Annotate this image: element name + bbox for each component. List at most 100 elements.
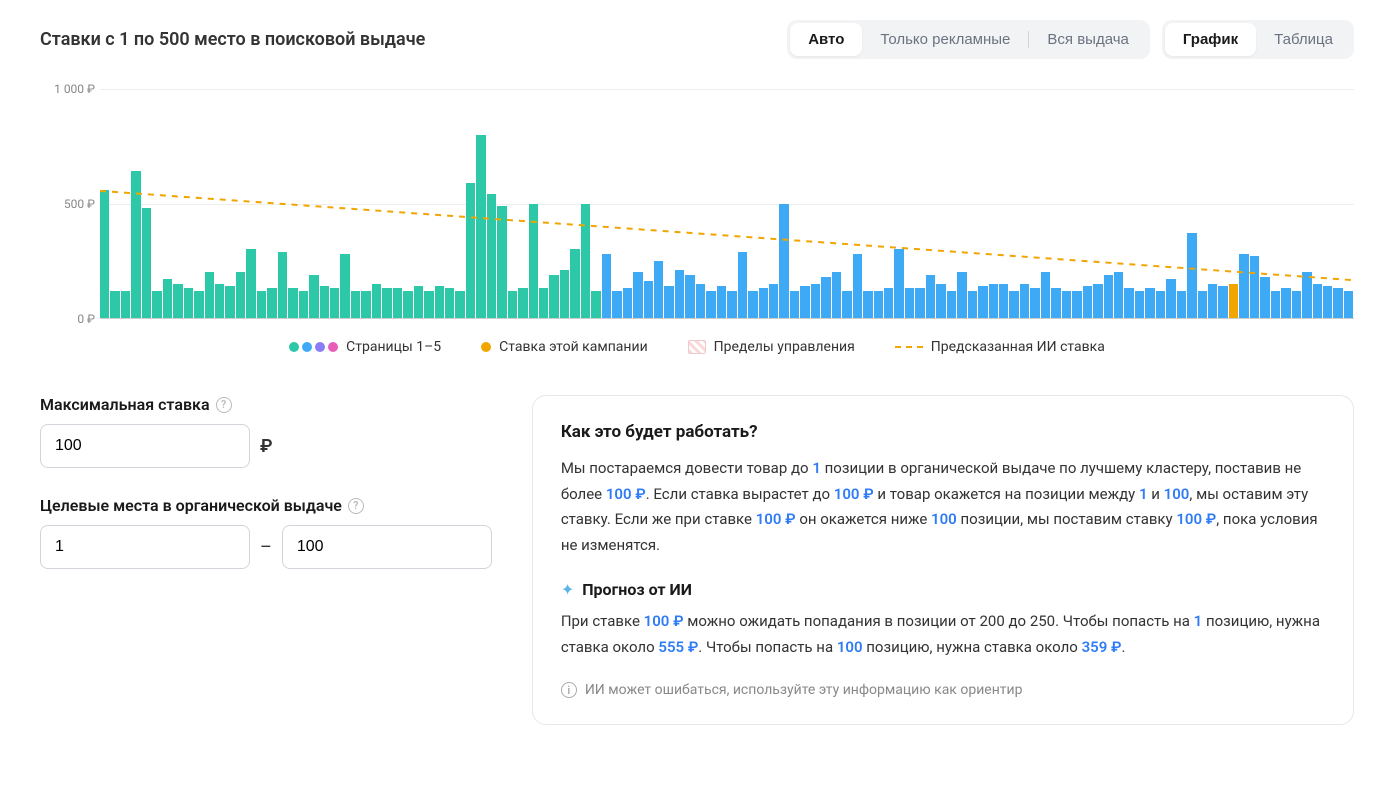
chart-bar[interactable] (947, 291, 956, 318)
chart-bar[interactable] (288, 288, 297, 318)
chart-bar[interactable] (225, 286, 234, 318)
help-icon[interactable]: ? (216, 397, 232, 413)
chart-bar[interactable] (811, 284, 820, 318)
chart-bar[interactable] (184, 288, 193, 318)
chart-bar[interactable] (675, 270, 684, 318)
chart-bar[interactable] (1229, 284, 1238, 318)
chart-bar[interactable] (361, 291, 370, 318)
chart-bar[interactable] (278, 252, 287, 318)
chart-bar[interactable] (570, 249, 579, 318)
chart-bar[interactable] (936, 284, 945, 318)
chart-bar[interactable] (779, 204, 788, 319)
chart-bar[interactable] (769, 284, 778, 318)
chart-bar[interactable] (393, 288, 402, 318)
chart-bar[interactable] (1051, 288, 1060, 318)
chart-bar[interactable] (215, 284, 224, 318)
chart-bar[interactable] (529, 204, 538, 319)
view-toggle-option-1[interactable]: Таблица (1256, 23, 1351, 56)
chart-bar[interactable] (435, 286, 444, 318)
chart-bar[interactable] (1218, 286, 1227, 318)
chart-bar[interactable] (508, 291, 517, 318)
chart-bar[interactable] (1030, 288, 1039, 318)
chart-bar[interactable] (1302, 272, 1311, 318)
chart-bar[interactable] (414, 286, 423, 318)
chart-bar[interactable] (330, 288, 339, 318)
max-bid-input[interactable] (40, 424, 250, 468)
chart-bar[interactable] (999, 284, 1008, 318)
chart-bar[interactable] (549, 275, 558, 319)
chart-bar[interactable] (1083, 286, 1092, 318)
chart-bar[interactable] (1281, 288, 1290, 318)
chart-bar[interactable] (194, 291, 203, 318)
chart-bar[interactable] (957, 272, 966, 318)
chart-bar[interactable] (455, 291, 464, 318)
chart-bar[interactable] (633, 272, 642, 318)
chart-bar[interactable] (173, 284, 182, 318)
help-icon[interactable]: ? (348, 498, 364, 514)
chart-bar[interactable] (968, 291, 977, 318)
chart-bar[interactable] (497, 206, 506, 318)
chart-bar[interactable] (267, 288, 276, 318)
filter-toggle-option-1[interactable]: Только рекламные (862, 23, 1028, 56)
chart-bar[interactable] (539, 288, 548, 318)
chart-bar[interactable] (205, 272, 214, 318)
view-toggle-option-0[interactable]: График (1165, 23, 1256, 56)
chart-bar[interactable] (654, 261, 663, 318)
chart-bar[interactable] (1135, 291, 1144, 318)
chart-bar[interactable] (1260, 277, 1269, 318)
chart-bar[interactable] (800, 286, 809, 318)
chart-bar[interactable] (1187, 233, 1196, 318)
chart-bar[interactable] (612, 291, 621, 318)
filter-toggle-option-2[interactable]: Вся выдача (1029, 23, 1146, 56)
chart-bar[interactable] (1145, 288, 1154, 318)
chart-bar[interactable] (790, 291, 799, 318)
chart-bar[interactable] (1239, 254, 1248, 318)
target-from-input[interactable] (40, 525, 250, 569)
chart-bar[interactable] (591, 291, 600, 318)
chart-bar[interactable] (466, 183, 475, 318)
chart-bar[interactable] (110, 291, 119, 318)
chart-bar[interactable] (560, 270, 569, 318)
chart-bar[interactable] (246, 249, 255, 318)
target-to-input[interactable] (282, 525, 492, 569)
chart-bar[interactable] (581, 204, 590, 319)
chart-bar[interactable] (131, 171, 140, 318)
chart-bar[interactable] (1166, 279, 1175, 318)
chart-bar[interactable] (121, 291, 130, 318)
chart-bar[interactable] (1041, 272, 1050, 318)
chart-bar[interactable] (445, 288, 454, 318)
chart-bar[interactable] (905, 288, 914, 318)
chart-bar[interactable] (832, 272, 841, 318)
chart-bar[interactable] (518, 288, 527, 318)
chart-bar[interactable] (1156, 291, 1165, 318)
chart-bar[interactable] (476, 135, 485, 318)
chart-bar[interactable] (382, 288, 391, 318)
chart-bar[interactable] (236, 272, 245, 318)
chart-bar[interactable] (424, 291, 433, 318)
chart-bar[interactable] (1020, 284, 1029, 318)
chart-bar[interactable] (884, 288, 893, 318)
chart-bar[interactable] (351, 291, 360, 318)
chart-bar[interactable] (623, 288, 632, 318)
chart-bar[interactable] (1072, 291, 1081, 318)
chart-bar[interactable] (1271, 291, 1280, 318)
chart-bar[interactable] (738, 252, 747, 318)
chart-bar[interactable] (1323, 286, 1332, 318)
chart-bar[interactable] (1250, 256, 1259, 318)
chart-bar[interactable] (320, 286, 329, 318)
chart-bar[interactable] (706, 291, 715, 318)
chart-bar[interactable] (309, 275, 318, 319)
chart-bar[interactable] (989, 284, 998, 318)
chart-bar[interactable] (403, 291, 412, 318)
chart-bar[interactable] (717, 286, 726, 318)
chart-bar[interactable] (759, 288, 768, 318)
chart-bar[interactable] (685, 275, 694, 319)
chart-bar[interactable] (1177, 291, 1186, 318)
chart-bar[interactable] (1114, 272, 1123, 318)
chart-bar[interactable] (644, 281, 653, 318)
chart-bar[interactable] (142, 208, 151, 318)
chart-bar[interactable] (926, 275, 935, 319)
chart-bar[interactable] (821, 277, 830, 318)
chart-bar[interactable] (299, 291, 308, 318)
chart-bar[interactable] (1313, 284, 1322, 318)
